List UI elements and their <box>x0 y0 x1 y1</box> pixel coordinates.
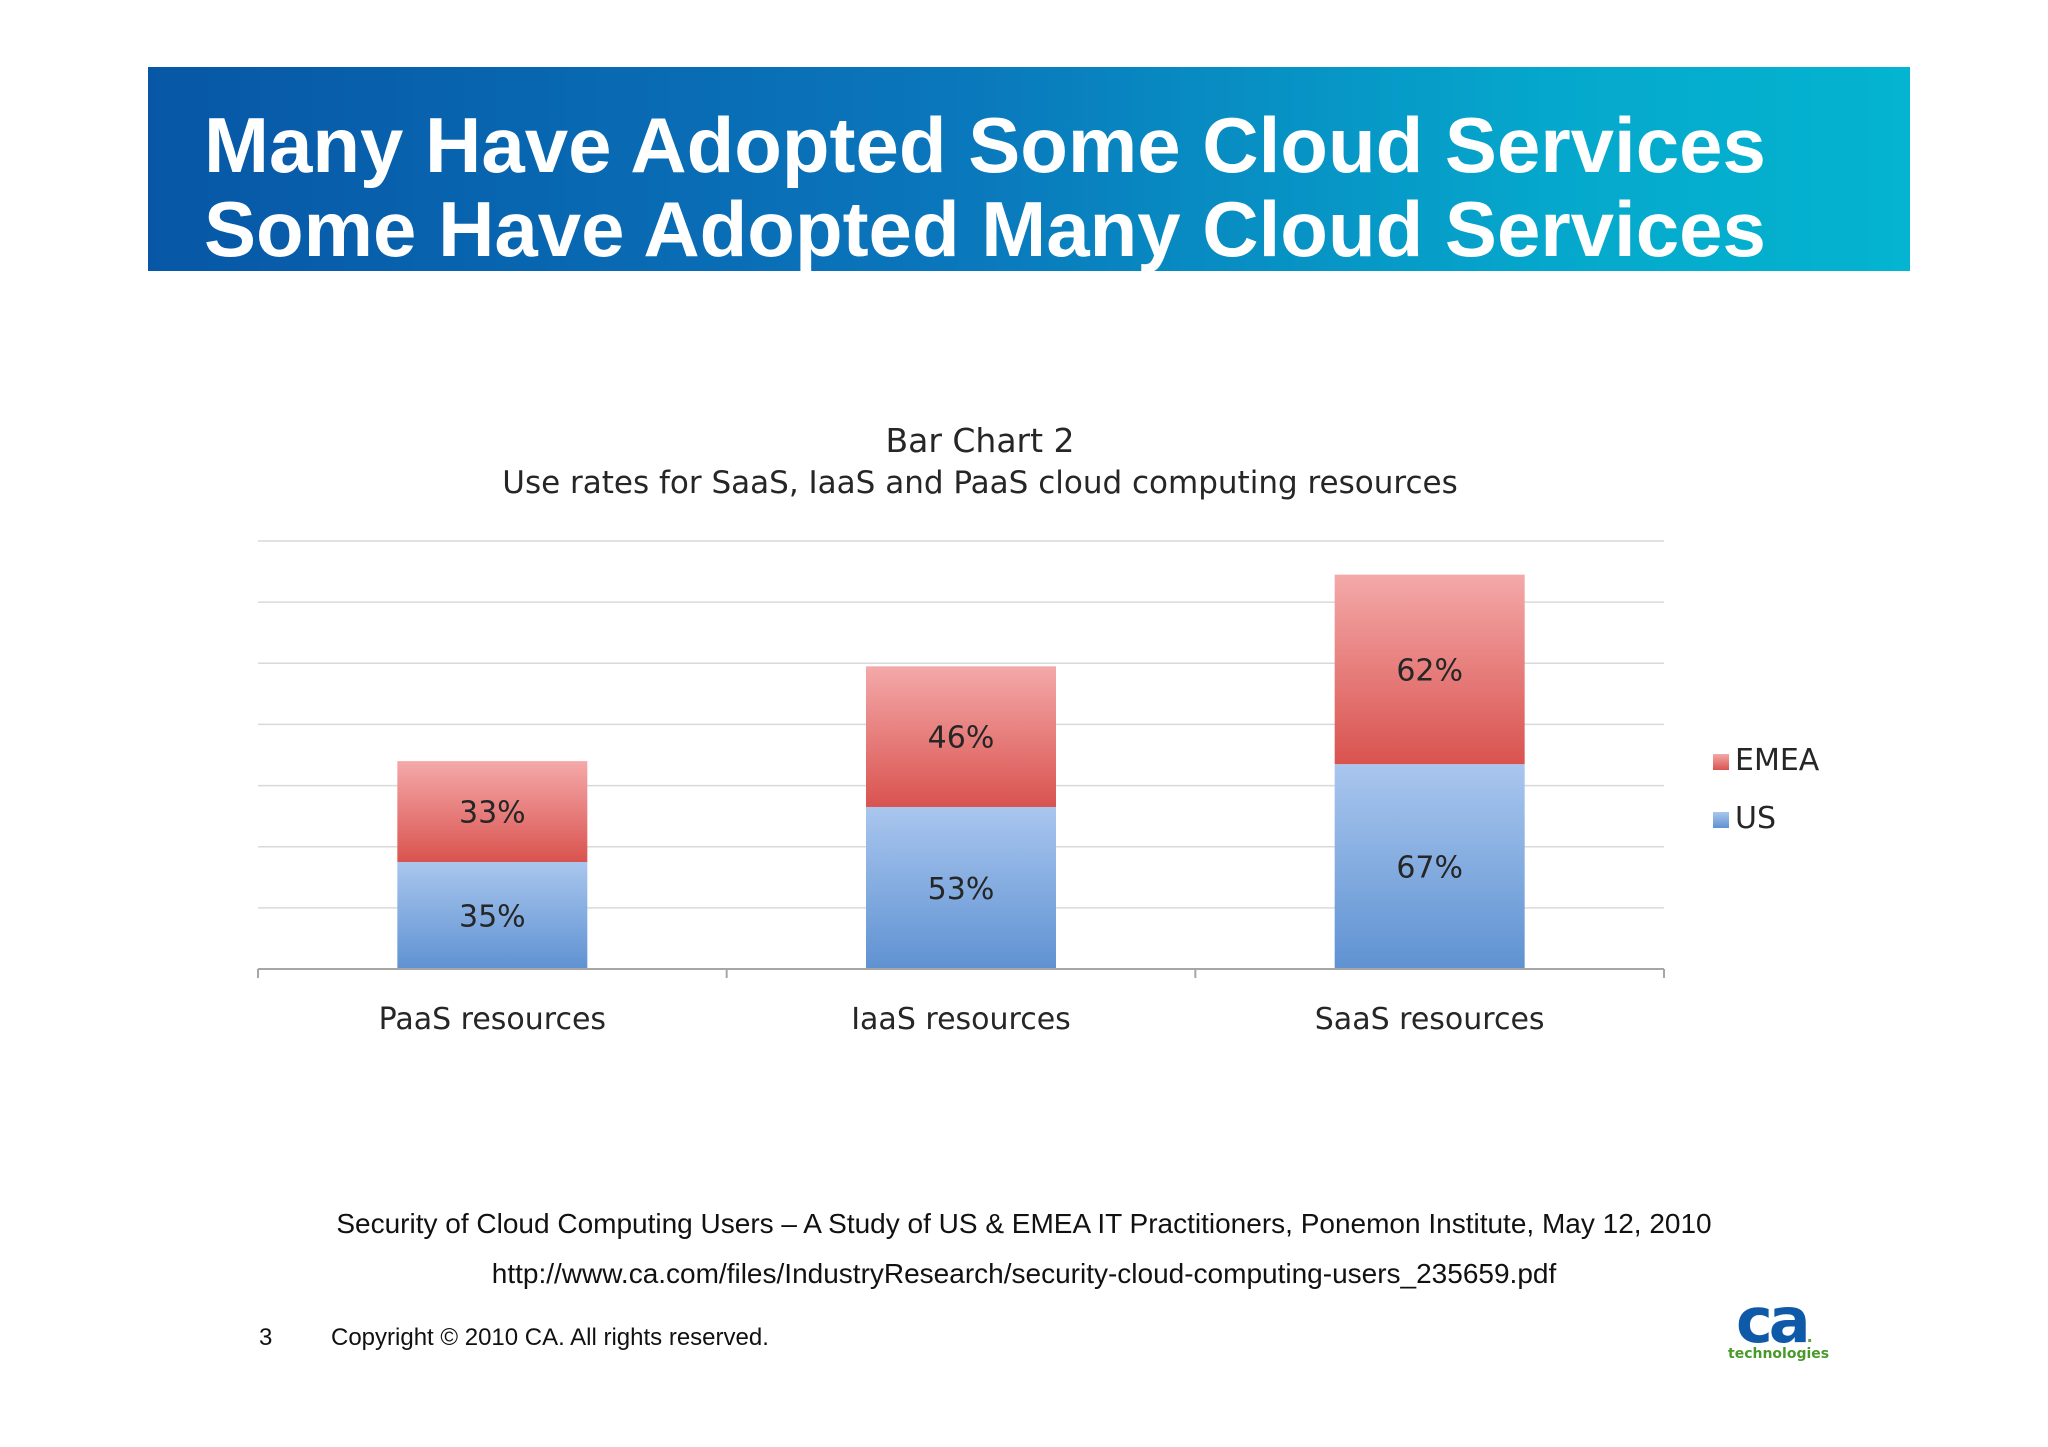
source-citation: Security of Cloud Computing Users – A St… <box>336 1208 1712 1239</box>
bars: 35% 33% 53% 46% 67% 62% <box>397 574 1525 969</box>
legend-label-emea: EMEA <box>1735 743 1820 778</box>
ca-technologies-logo: ca. technologies <box>1728 1284 1830 1370</box>
legend-swatch-us <box>1713 812 1729 828</box>
slide-title-line-2: Some Have Adopted Many Cloud Services <box>204 185 1766 273</box>
source-url[interactable]: http://www.ca.com/files/IndustryResearch… <box>491 1258 1557 1289</box>
x-axis: PaaS resources IaaS resources SaaS resourc… <box>257 968 1665 1037</box>
bar-emea-0 <box>397 761 588 862</box>
legend-swatch-emea <box>1713 754 1729 770</box>
slide-title-line-1: Many Have Adopted Some Cloud Services <box>204 101 1766 189</box>
bar-us-0 <box>397 862 588 969</box>
title-banner: Many Have Adopted Some Cloud Services So… <box>148 67 1910 271</box>
ca-logo-mark: ca. <box>1736 1284 1813 1357</box>
data-label-us-2: 67% <box>1396 851 1463 886</box>
data-label-us-1: 53% <box>928 872 995 907</box>
x-tick-label-2: SaaS resources <box>1315 1002 1545 1037</box>
legend: EMEA US <box>1713 743 1820 836</box>
bar-emea-1 <box>866 666 1056 807</box>
data-label-us-0: 35% <box>459 900 526 935</box>
chart-subtitle: Use rates for SaaS, IaaS and PaaS cloud … <box>502 465 1457 501</box>
x-tick-label-1: IaaS resources <box>851 1002 1071 1037</box>
data-label-emea-2: 62% <box>1396 653 1463 688</box>
bar-us-1 <box>866 806 1056 969</box>
ca-logo-wordmark: technologies <box>1728 1346 1830 1362</box>
slide-title: Many Have Adopted Some Cloud Services So… <box>204 103 1766 271</box>
bar-us-2 <box>1334 764 1525 969</box>
copyright-text: Copyright © 2010 CA. All rights reserved… <box>331 1324 769 1351</box>
chart-title: Bar Chart 2 <box>885 421 1074 460</box>
page-number: 3 <box>259 1324 273 1351</box>
x-tick-label-0: PaaS resources <box>379 1002 606 1037</box>
data-label-emea-0: 33% <box>459 796 526 831</box>
bar-emea-2 <box>1334 574 1525 765</box>
data-label-emea-1: 46% <box>928 721 995 756</box>
legend-label-us: US <box>1735 801 1776 836</box>
